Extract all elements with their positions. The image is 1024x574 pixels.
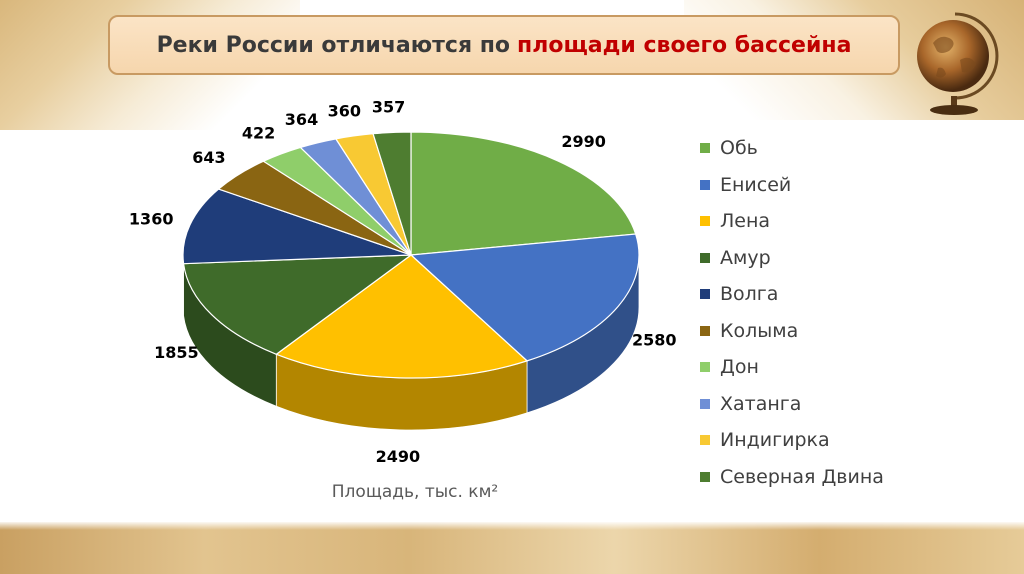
legend-label: Обь [720, 137, 758, 160]
data-label-колыма: 643 [192, 148, 225, 167]
legend-swatch [700, 325, 710, 336]
globe-icon [917, 12, 999, 115]
data-label-дон: 422 [242, 123, 275, 142]
legend-swatch [700, 143, 710, 154]
legend-label: Колыма [720, 319, 799, 342]
pie-slice-волга [182, 188, 412, 265]
data-label-лена: 2490 [376, 447, 421, 466]
data-label-волга: 1360 [129, 210, 174, 229]
legend-swatch [700, 435, 710, 446]
pie-slices [182, 131, 640, 379]
slide-title: Реки России отличаются по площади своего… [108, 15, 900, 75]
legend-label: Енисей [720, 173, 792, 196]
data-label-обь: 2990 [561, 132, 606, 151]
legend-swatch [700, 252, 710, 263]
legend-label: Дон [720, 356, 759, 379]
pie-slice-обь [410, 131, 637, 256]
data-label-северная-двина: 357 [372, 98, 405, 117]
chart-legend: Обь Енисей Лена Амур Волга Колыма Дон Хатанга Ин… [700, 130, 1000, 495]
legend-item-колыма: Колыма [700, 313, 1000, 350]
title-prefix: Реки России отличаются по [156, 32, 511, 58]
legend-label: Хатанга [720, 392, 802, 415]
legend-swatch [700, 471, 710, 482]
legend-swatch [700, 289, 710, 300]
legend-item-лена: Лена [700, 203, 1000, 240]
data-label-индигирка: 360 [328, 102, 361, 121]
pie-sides [182, 254, 640, 431]
legend-label: Лена [720, 210, 771, 233]
legend-label: Индигирка [720, 429, 830, 452]
legend-item-северная-двина: Северная Двина [700, 459, 1000, 496]
pie-slice-енисей [409, 233, 640, 362]
legend-swatch [700, 216, 710, 227]
data-label-хатанга: 364 [285, 110, 318, 129]
legend-swatch [700, 362, 710, 373]
pie-data-labels: 2990 2580 2490 1855 1360 643 422 364 360 357 [129, 98, 677, 466]
data-label-енисей: 2580 [632, 330, 677, 349]
legend-item-дон: Дон [700, 349, 1000, 386]
background-ornament-bottom [0, 522, 1024, 574]
title-highlight: площади своего бассейна [517, 32, 852, 58]
pie-slice-северная-двина [372, 131, 412, 256]
legend-item-индигирка: Индигирка [700, 422, 1000, 459]
data-label-амур: 1855 [154, 343, 199, 362]
legend-item-волга: Волга [700, 276, 1000, 313]
legend-swatch [700, 179, 710, 190]
legend-item-амур: Амур [700, 240, 1000, 277]
legend-item-обь: Обь [700, 130, 1000, 167]
legend-swatch [700, 398, 710, 409]
chart-xlabel: Площадь, тыс. км² [331, 482, 499, 502]
legend-item-енисей: Енисей [700, 167, 1000, 204]
legend-label: Амур [720, 246, 771, 269]
legend-label: Северная Двина [720, 465, 884, 488]
legend-label: Волга [720, 283, 779, 306]
pie-slice-амур [182, 254, 413, 355]
pie-slice-лена [275, 254, 529, 379]
legend-item-хатанга: Хатанга [700, 386, 1000, 423]
